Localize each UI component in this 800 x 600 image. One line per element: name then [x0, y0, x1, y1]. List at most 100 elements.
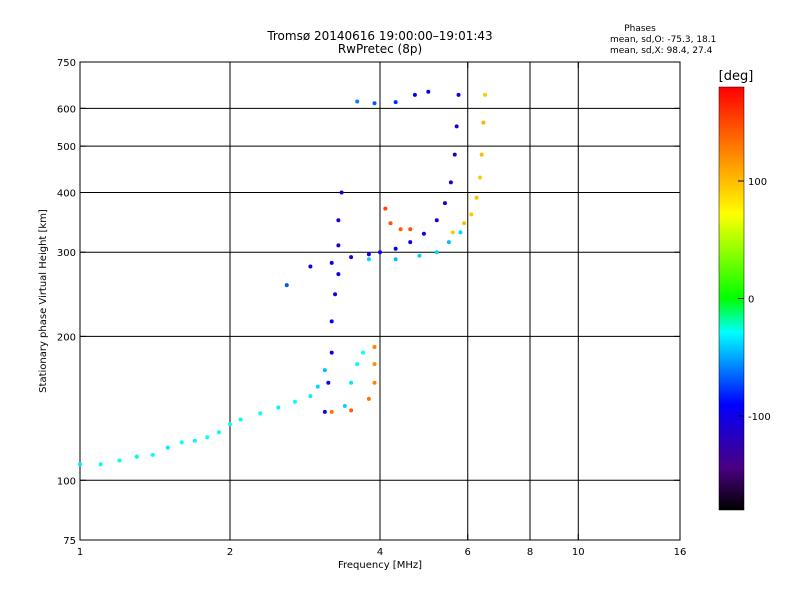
y-tick-label: 600	[57, 104, 76, 115]
chart-subtitle: RwPretec (8p)	[338, 42, 422, 56]
colorbar-tick-label: -100	[748, 412, 771, 423]
data-point	[478, 175, 483, 180]
data-point	[342, 404, 347, 409]
data-point	[322, 368, 327, 373]
data-point	[481, 120, 486, 125]
data-point	[336, 243, 341, 248]
data-point	[339, 190, 344, 195]
data-points	[78, 89, 488, 467]
data-point	[398, 227, 403, 232]
data-point	[462, 221, 467, 226]
data-point	[366, 396, 371, 401]
colorbar-tick-label: 0	[748, 295, 754, 306]
data-point	[292, 399, 297, 404]
data-point	[308, 394, 313, 399]
data-point	[366, 252, 371, 257]
data-point	[308, 264, 313, 269]
data-point	[276, 405, 281, 410]
data-point	[434, 250, 439, 255]
data-point	[393, 100, 398, 105]
data-point	[426, 89, 431, 94]
data-point	[383, 206, 388, 211]
data-point	[355, 362, 360, 367]
data-point	[479, 152, 484, 157]
data-point	[329, 350, 334, 355]
data-point	[322, 409, 327, 414]
colorbar-tick-label: 100	[748, 177, 767, 188]
y-tick-label: 100	[57, 476, 76, 487]
data-point	[388, 221, 393, 226]
data-point	[434, 218, 439, 223]
data-point	[483, 92, 488, 97]
data-point	[329, 260, 334, 265]
data-point	[98, 462, 103, 467]
colorbar-ticks: 100 0 -100	[738, 177, 771, 423]
data-point	[134, 454, 139, 459]
data-point	[446, 240, 451, 245]
data-point	[474, 195, 479, 200]
data-point	[393, 257, 398, 262]
x-tick-label: 2	[227, 547, 233, 558]
grid-lines	[80, 62, 680, 540]
data-point	[372, 380, 377, 385]
data-point	[238, 417, 243, 422]
data-point	[378, 250, 382, 255]
data-point	[469, 212, 474, 217]
data-point	[355, 99, 360, 104]
data-point	[117, 458, 122, 463]
data-point	[366, 257, 371, 262]
data-point	[408, 240, 413, 245]
y-tick-label: 75	[63, 536, 76, 547]
data-point	[165, 445, 170, 450]
data-point	[179, 440, 184, 445]
data-point	[442, 201, 447, 206]
x-tick-label: 10	[572, 547, 585, 558]
data-point	[329, 409, 334, 414]
data-point	[452, 152, 457, 157]
data-point	[192, 438, 197, 443]
y-tick-label: 400	[57, 188, 76, 199]
phase-stats-x: mean, sd,X: 98.4, 27.4	[610, 46, 713, 56]
data-point	[329, 319, 334, 324]
data-point	[448, 180, 453, 185]
data-point	[372, 362, 377, 367]
data-point	[150, 452, 155, 457]
data-point	[417, 253, 422, 258]
data-point	[372, 345, 377, 350]
y-tick-label: 200	[57, 332, 76, 343]
colorbar-label: [deg]	[719, 69, 754, 84]
x-tick-label: 16	[674, 547, 687, 558]
x-tick-label: 8	[527, 547, 533, 558]
data-point	[336, 272, 341, 277]
data-point	[258, 411, 263, 416]
data-point	[326, 380, 331, 385]
data-point	[349, 408, 354, 413]
data-point	[393, 246, 398, 251]
chart-title: Tromsø 20140616 19:00:00–19:01:43	[266, 29, 492, 43]
data-point	[284, 283, 289, 288]
data-point	[450, 230, 455, 235]
data-point	[349, 255, 354, 260]
data-point	[458, 230, 463, 235]
y-tick-label: 750	[57, 58, 76, 69]
data-point	[336, 218, 341, 223]
data-point	[412, 92, 417, 97]
y-tick-label: 500	[57, 142, 76, 153]
x-axis-label: Frequency [MHz]	[338, 560, 422, 571]
data-point	[216, 430, 221, 435]
data-point	[349, 380, 354, 385]
data-point	[454, 124, 459, 129]
phase-stats-o: mean, sd,O: -75.3, 18.1	[610, 35, 716, 45]
phase-stats-heading: Phases	[624, 24, 656, 34]
y-tick-label: 300	[57, 248, 76, 259]
data-point	[333, 292, 338, 297]
x-tick-label: 1	[77, 547, 83, 558]
data-point	[228, 422, 232, 427]
x-tick-label: 6	[465, 547, 471, 558]
data-point	[315, 384, 320, 389]
data-point	[408, 227, 413, 232]
axes: 1 2 4 6 8 10 16 75 100 200 300 400 500 600 750	[57, 58, 686, 558]
data-point	[372, 101, 377, 106]
data-point	[456, 92, 461, 97]
